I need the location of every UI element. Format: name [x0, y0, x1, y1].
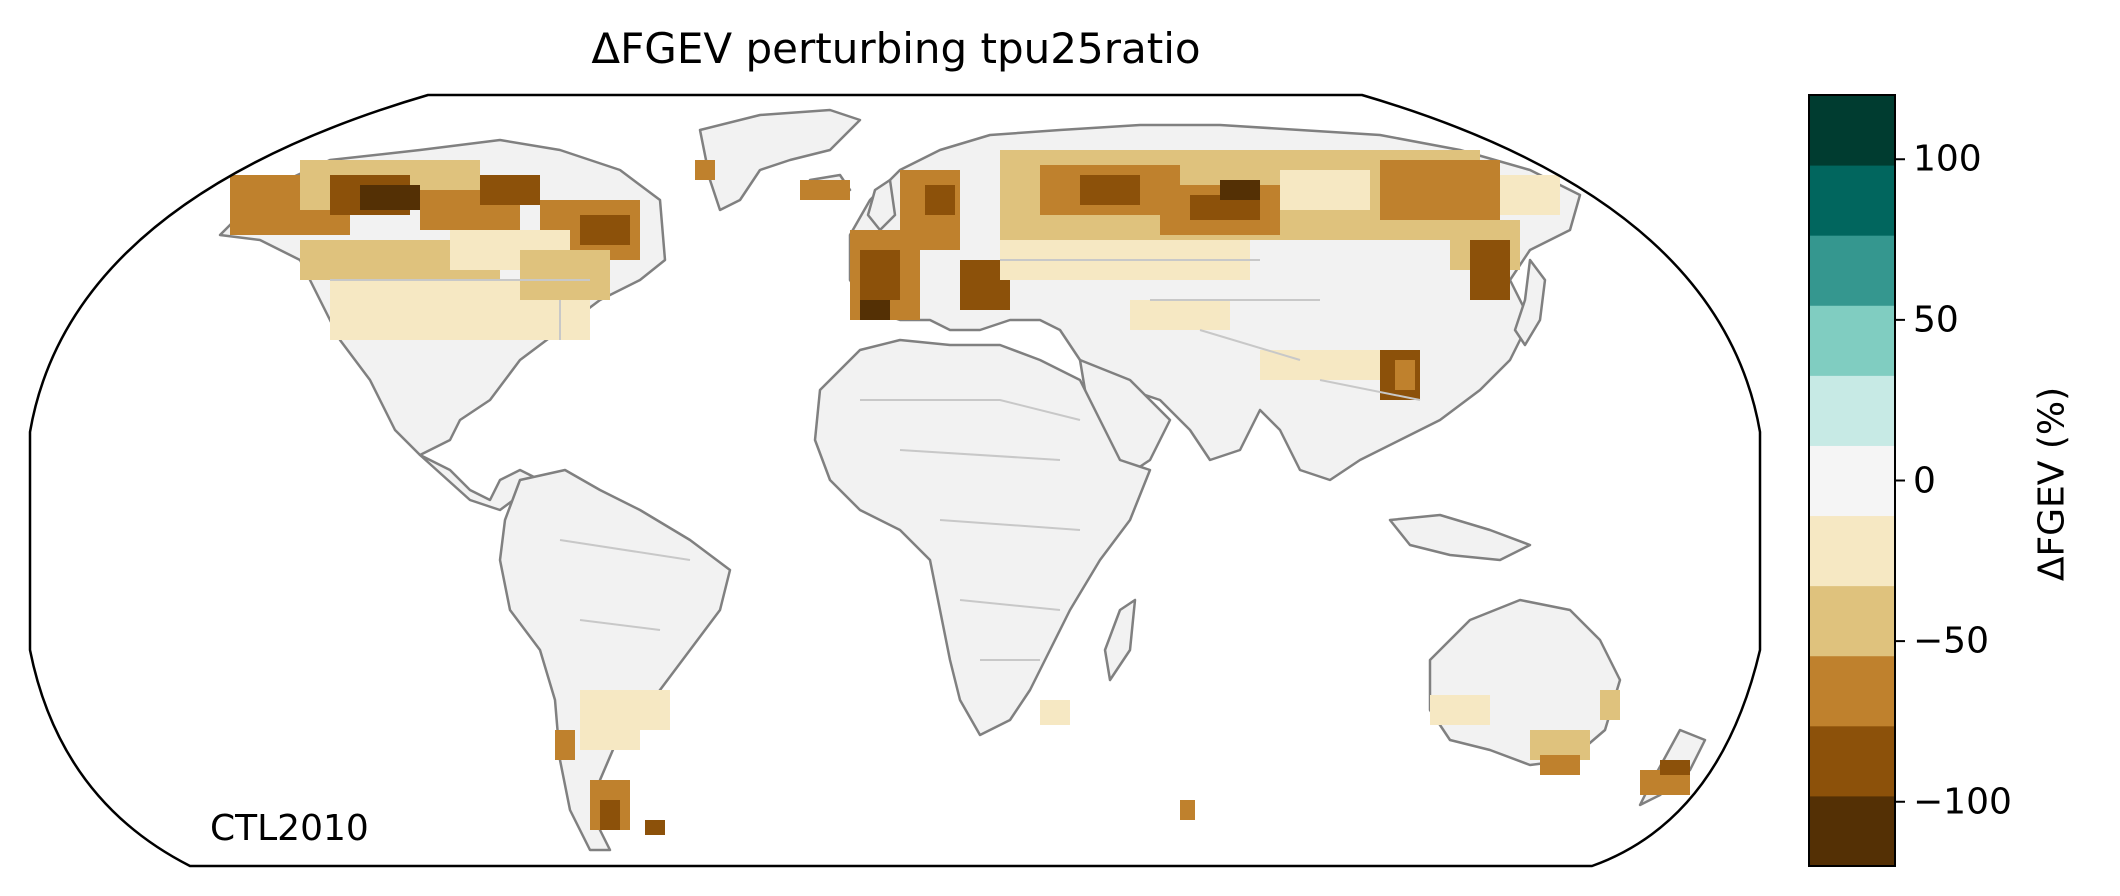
patch — [1600, 690, 1620, 720]
japan — [1513, 258, 1547, 347]
colorbar — [1808, 94, 1905, 867]
colorbar-tick-label: 0 — [1913, 460, 1936, 501]
madagascar — [1103, 598, 1137, 682]
colorbar-segment — [1809, 305, 1895, 376]
colorbar-segment — [1809, 235, 1895, 306]
country-borders — [330, 259, 1421, 661]
colorbar-segment — [1809, 375, 1895, 446]
patch — [1380, 160, 1500, 220]
colorbar-tick-label: −50 — [1913, 620, 1989, 662]
patch — [640, 690, 670, 730]
colorbar-segment — [1809, 725, 1895, 797]
colorbar-segment — [1809, 795, 1895, 867]
patch — [860, 250, 900, 300]
colorbar-tick-label: −100 — [1913, 781, 2012, 823]
patch — [580, 215, 630, 245]
colorbar-segment — [1809, 445, 1895, 517]
colorbar-tick-label: 100 — [1913, 138, 1982, 180]
patch — [1430, 695, 1490, 725]
patch — [1220, 180, 1260, 200]
patch — [800, 180, 850, 200]
patch — [1470, 240, 1510, 300]
patch — [1500, 175, 1560, 215]
patch — [1660, 760, 1690, 775]
patch — [1130, 300, 1230, 330]
patch — [600, 800, 620, 830]
australia — [1428, 598, 1622, 767]
plot-title: ΔFGEV perturbing tpu25ratio — [591, 24, 1201, 73]
patch — [1280, 170, 1370, 210]
patch — [480, 175, 540, 205]
southeast-asia-islands — [1388, 513, 1532, 562]
map-content — [218, 108, 1707, 852]
patch — [925, 185, 955, 215]
patch — [645, 820, 665, 835]
greenland — [698, 108, 862, 212]
patch — [360, 185, 420, 210]
central-america — [418, 453, 542, 512]
patch — [580, 690, 640, 750]
uk — [866, 178, 897, 232]
colorbar-segment — [1809, 655, 1895, 727]
colorbar-segment — [1809, 585, 1895, 657]
patch — [1040, 700, 1070, 725]
colorbar-tick-label: 50 — [1913, 299, 1959, 341]
delta-fgev-patches — [230, 150, 1690, 835]
colorbar-segment — [1809, 95, 1895, 166]
patch — [695, 160, 715, 180]
patch — [860, 300, 890, 320]
patch — [1180, 800, 1195, 820]
patch — [520, 250, 610, 300]
colorbar-label: ΔFGEV (%) — [2031, 386, 2073, 582]
africa — [813, 338, 1152, 737]
patch — [555, 730, 575, 760]
patch — [1080, 175, 1140, 205]
colorbar-segment — [1809, 165, 1895, 236]
patch — [1540, 755, 1580, 775]
map-frame — [28, 93, 1762, 868]
patch — [1395, 360, 1415, 390]
panel-label: CTL2010 — [210, 808, 369, 849]
colorbar-segment — [1809, 515, 1895, 587]
